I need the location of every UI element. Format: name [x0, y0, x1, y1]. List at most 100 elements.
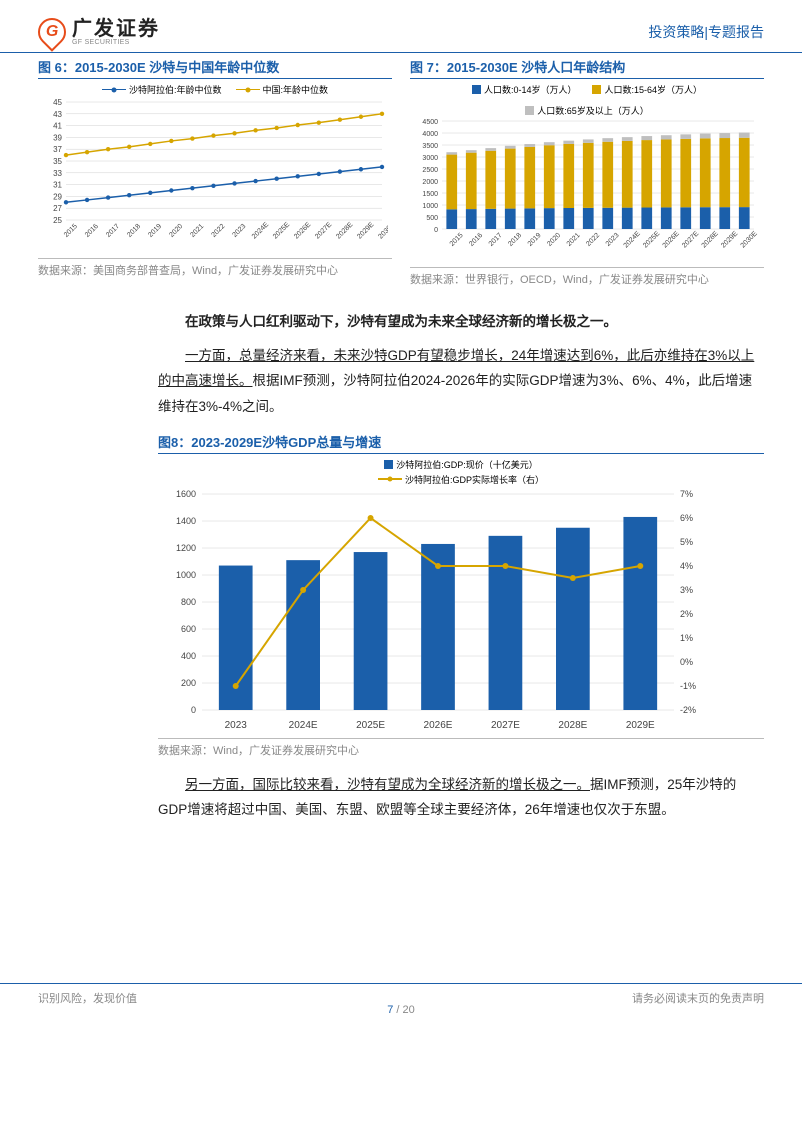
svg-text:33: 33: [53, 169, 62, 178]
svg-text:2027E: 2027E: [314, 221, 333, 240]
body-paragraph-3: 另一方面，国际比较来看，沙特有望成为全球经济新的增长极之一。据IMF预测，25年…: [158, 772, 764, 823]
svg-text:2024E: 2024E: [623, 230, 642, 249]
svg-text:2028E: 2028E: [701, 230, 720, 249]
figure-7-legend: 人口数:0-14岁（万人） 人口数:15-64岁（万人） 人口数:65岁及以上（…: [410, 83, 764, 117]
page-number: 7 / 20: [0, 1004, 802, 1016]
svg-text:3%: 3%: [680, 585, 693, 595]
svg-text:2030E: 2030E: [740, 230, 759, 249]
svg-text:400: 400: [181, 651, 196, 661]
figure-8-title: 图8：2023-2029E沙特GDP总量与增速: [158, 432, 764, 454]
svg-text:2023: 2023: [605, 232, 621, 248]
svg-text:39: 39: [53, 133, 62, 142]
svg-text:2030E: 2030E: [377, 221, 388, 240]
svg-text:2026E: 2026E: [293, 221, 312, 240]
svg-text:43: 43: [53, 110, 62, 119]
svg-text:2026E: 2026E: [662, 230, 681, 249]
svg-text:45: 45: [53, 98, 62, 107]
logo: G 广发证券 GF SECURITIES: [38, 18, 160, 46]
figure-6-title: 图 6：2015-2030E 沙特与中国年龄中位数: [38, 57, 392, 79]
svg-text:200: 200: [181, 678, 196, 688]
svg-text:4%: 4%: [680, 561, 693, 571]
svg-text:1400: 1400: [176, 516, 196, 526]
svg-text:2024E: 2024E: [251, 221, 270, 240]
svg-text:2016: 2016: [84, 223, 100, 239]
svg-text:500: 500: [426, 215, 438, 222]
svg-text:2029E: 2029E: [626, 720, 655, 731]
svg-text:2021: 2021: [189, 223, 205, 239]
svg-text:0: 0: [434, 227, 438, 234]
svg-text:2023: 2023: [231, 223, 247, 239]
svg-text:3500: 3500: [422, 143, 438, 150]
logo-cn: 广发证券: [72, 19, 160, 39]
svg-text:2015: 2015: [449, 232, 465, 248]
svg-text:2029E: 2029E: [356, 221, 375, 240]
svg-text:0%: 0%: [680, 657, 693, 667]
header-category: 投资策略|专题报告: [648, 22, 764, 42]
figure-7-source: 数据来源：世界银行，OECD，Wind，广发证券发展研究中心: [410, 267, 764, 287]
figure-7-title: 图 7：2015-2030E 沙特人口年龄结构: [410, 57, 764, 79]
svg-text:-1%: -1%: [680, 681, 696, 691]
figure-7-chart: 0 500 1000 1500 2000 2500 3000 3500 4000 4500 2015…: [410, 117, 760, 265]
svg-text:5%: 5%: [680, 537, 693, 547]
svg-text:1200: 1200: [176, 543, 196, 553]
svg-text:2%: 2%: [680, 609, 693, 619]
svg-text:2015: 2015: [63, 223, 79, 239]
svg-text:2026E: 2026E: [424, 720, 453, 731]
svg-text:7%: 7%: [680, 489, 693, 499]
svg-text:37: 37: [53, 145, 62, 154]
svg-text:1600: 1600: [176, 489, 196, 499]
svg-text:2025E: 2025E: [272, 221, 291, 240]
svg-text:25: 25: [53, 216, 62, 225]
svg-text:-2%: -2%: [680, 705, 696, 715]
svg-text:2021: 2021: [566, 232, 582, 248]
figure-6-source: 数据来源：美国商务部普查局，Wind，广发证券发展研究中心: [38, 258, 392, 278]
figure-8-source: 数据来源：Wind，广发证券发展研究中心: [158, 738, 764, 758]
svg-text:2023: 2023: [225, 720, 248, 731]
svg-text:4000: 4000: [422, 131, 438, 138]
body-paragraph-1: 在政策与人口红利驱动下，沙特有望成为未来全球经济新的增长极之一。: [158, 309, 764, 335]
logo-en: GF SECURITIES: [72, 39, 160, 46]
svg-text:2025E: 2025E: [642, 230, 661, 249]
svg-text:1%: 1%: [680, 633, 693, 643]
svg-text:2022: 2022: [210, 223, 226, 239]
figure-6: 图 6：2015-2030E 沙特与中国年龄中位数 沙特阿拉伯:年龄中位数 中国…: [38, 57, 392, 287]
figure-6-chart: 2527293133353739414345201520162017201820…: [38, 96, 388, 256]
svg-text:2025E: 2025E: [356, 720, 385, 731]
svg-text:2020: 2020: [168, 223, 184, 239]
svg-text:2024E: 2024E: [289, 720, 318, 731]
figure-8-chart: 0 200 400 600 800 1000 1200 1400 1600 -2% -1% 0% 1% 2…: [158, 486, 718, 736]
svg-text:1000: 1000: [422, 203, 438, 210]
svg-text:2019: 2019: [527, 232, 543, 248]
svg-text:1500: 1500: [422, 191, 438, 198]
svg-text:4500: 4500: [422, 119, 438, 126]
svg-text:2017: 2017: [105, 223, 121, 239]
svg-text:1000: 1000: [176, 570, 196, 580]
figure-7: 图 7：2015-2030E 沙特人口年龄结构 人口数:0-14岁（万人） 人口…: [410, 57, 764, 287]
svg-text:41: 41: [53, 122, 62, 131]
svg-text:800: 800: [181, 597, 196, 607]
svg-text:2018: 2018: [507, 232, 523, 248]
body-paragraph-2: 一方面，总量经济来看，未来沙特GDP有望稳步增长，24年增速达到6%，此后亦维持…: [158, 343, 764, 420]
svg-text:2028E: 2028E: [335, 221, 354, 240]
svg-text:2020: 2020: [546, 232, 562, 248]
svg-text:2022: 2022: [585, 232, 601, 248]
svg-text:2500: 2500: [422, 167, 438, 174]
svg-text:35: 35: [53, 157, 62, 166]
svg-text:2000: 2000: [422, 179, 438, 186]
figure-6-legend: 沙特阿拉伯:年龄中位数 中国:年龄中位数: [38, 83, 392, 96]
svg-text:2029E: 2029E: [720, 230, 739, 249]
svg-text:2027E: 2027E: [491, 720, 520, 731]
svg-text:31: 31: [53, 181, 62, 190]
page-footer: 识别风险，发现价值 请务必阅读末页的免责声明 7 / 20: [0, 983, 802, 1020]
figure-8-legend: 沙特阿拉伯:GDP:现价（十亿美元） 沙特阿拉伯:GDP实际增长率（右）: [158, 458, 764, 486]
svg-text:2028E: 2028E: [558, 720, 587, 731]
svg-text:2027E: 2027E: [681, 230, 700, 249]
svg-text:2017: 2017: [488, 232, 504, 248]
svg-text:2016: 2016: [468, 232, 484, 248]
svg-text:6%: 6%: [680, 513, 693, 523]
svg-text:27: 27: [53, 204, 62, 213]
svg-text:29: 29: [53, 192, 62, 201]
svg-text:600: 600: [181, 624, 196, 634]
svg-text:3000: 3000: [422, 155, 438, 162]
svg-text:0: 0: [191, 705, 196, 715]
